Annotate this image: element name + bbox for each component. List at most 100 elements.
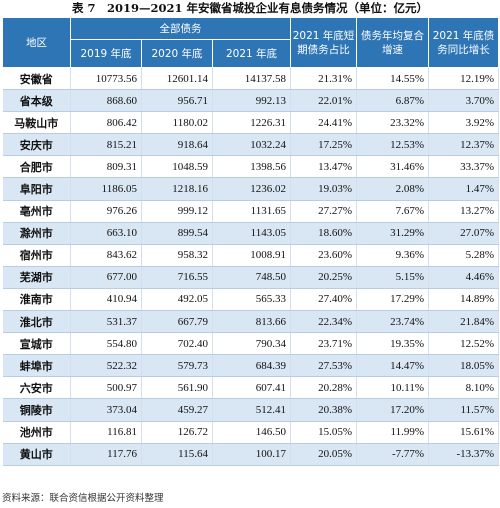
debt-2019-cell: 522.32 [70,354,142,378]
cagr-cell: 6.87% [356,89,430,113]
debt-2020-cell: 115.64 [141,443,213,466]
debt-2019-cell: 554.80 [70,332,142,356]
debt-2021-cell: 146.50 [212,421,292,444]
cagr-cell: 31.29% [356,222,430,245]
debt-2021-cell: 1008.91 [212,244,292,267]
debt-2020-cell: 579.73 [141,354,213,378]
table-row: 芜湖市 677.00 716.55 748.50 20.25% 5.15% 4.46% [2,266,500,289]
debt-2020-cell: 999.12 [141,200,213,223]
short-term-ratio-cell: 20.05% [290,443,358,466]
debt-2020-cell: 667.79 [141,310,213,334]
yoy-growth-cell: 1.47% [428,177,500,201]
cagr-cell: 14.47% [356,354,430,378]
region-cell: 淮南市 [2,288,71,312]
debt-2019-cell: 531.37 [70,310,142,334]
region-cell: 省本级 [2,89,71,113]
region-cell: 宿州市 [2,244,71,267]
yoy-growth-cell: 27.07% [428,222,500,245]
cagr-cell: 7.67% [356,200,430,223]
debt-2021-cell: 748.50 [212,266,292,289]
debt-2021-cell: 684.39 [212,354,292,378]
debt-2019-cell: 843.62 [70,244,142,267]
yoy-growth-cell: 8.10% [428,376,500,400]
yoy-growth-cell: 33.37% [428,155,500,179]
region-cell: 马鞍山市 [2,111,71,135]
cagr-cell: 10.11% [356,376,430,400]
table-row: 六安市 500.97 561.90 607.41 20.28% 10.11% 8.10% [2,376,500,400]
debt-2020-cell: 958.32 [141,244,213,267]
short-term-ratio-cell: 23.71% [290,332,358,356]
debt-2021-cell: 100.17 [212,443,292,466]
yoy-growth-cell: 3.92% [428,111,500,135]
debt-2019-cell: 410.94 [70,288,142,312]
region-cell: 安徽省 [2,67,71,91]
cagr-cell: 14.55% [356,67,430,91]
region-cell: 淮北市 [2,310,71,334]
short-term-ratio-cell: 20.25% [290,266,358,289]
debt-2020-cell: 459.27 [141,398,213,422]
debt-2020-cell: 702.40 [141,332,213,356]
debt-2021-cell: 1226.31 [212,111,292,135]
yoy-growth-cell: 4.46% [428,266,500,289]
debt-2020-cell: 492.05 [141,288,213,312]
short-term-ratio-cell: 21.31% [290,67,358,91]
yoy-growth-cell: 12.37% [428,133,500,157]
header-region: 地区 [2,17,71,68]
yoy-growth-cell: 12.19% [428,67,500,91]
debt-2021-cell: 1236.02 [212,177,292,201]
region-cell: 芜湖市 [2,266,71,289]
short-term-ratio-cell: 19.03% [290,177,358,201]
region-cell: 安庆市 [2,133,71,157]
region-cell: 池州市 [2,421,71,444]
region-cell: 宣城市 [2,332,71,356]
source-note: 资料来源：联合资信根据公开资料整理 [2,493,164,504]
region-cell: 蚌埠市 [2,354,71,378]
debt-2021-cell: 813.66 [212,310,292,334]
debt-2020-cell: 12601.14 [141,67,213,91]
debt-2019-cell: 976.26 [70,200,142,223]
region-cell: 六安市 [2,376,71,400]
debt-2019-cell: 806.42 [70,111,142,135]
yoy-growth-cell: -13.37% [428,443,500,466]
header-short-term-ratio: 2021 年底短期债务占比 [290,17,358,68]
debt-2020-cell: 1218.16 [141,177,213,201]
debt-table: 地区 全部债务 2021 年底短期债务占比 债务年均复合增速 2021 年底债务… [2,17,500,466]
short-term-ratio-cell: 20.38% [290,398,358,422]
table-row: 安庆市 815.21 918.64 1032.24 17.25% 12.53% 12.37% [2,133,500,157]
yoy-growth-cell: 13.27% [428,200,500,223]
debt-2021-cell: 992.13 [212,89,292,113]
region-cell: 铜陵市 [2,398,71,422]
short-term-ratio-cell: 20.28% [290,376,358,400]
region-cell: 黄山市 [2,443,71,466]
cagr-cell: 19.35% [356,332,430,356]
short-term-ratio-cell: 27.53% [290,354,358,378]
cagr-cell: 9.36% [356,244,430,267]
short-term-ratio-cell: 23.60% [290,244,358,267]
debt-2019-cell: 116.81 [70,421,142,444]
debt-2020-cell: 716.55 [141,266,213,289]
table-row: 宿州市 843.62 958.32 1008.91 23.60% 9.36% 5.28% [2,244,500,267]
table-row: 阜阳市 1186.05 1218.16 1236.02 19.03% 2.08% 1.47% [2,177,500,201]
header-2021: 2021 年底 [211,39,292,68]
debt-2019-cell: 815.21 [70,133,142,157]
region-cell: 阜阳市 [2,177,71,201]
debt-2021-cell: 512.41 [212,398,292,422]
yoy-growth-cell: 14.89% [428,288,500,312]
short-term-ratio-cell: 27.40% [290,288,358,312]
debt-2020-cell: 1048.59 [141,155,213,179]
debt-2021-cell: 14137.58 [212,67,292,91]
debt-2021-cell: 1143.05 [212,222,292,245]
debt-2020-cell: 126.72 [141,421,213,444]
table-row: 亳州市 976.26 999.12 1131.65 27.27% 7.67% 13.27% [2,200,500,223]
table-row: 铜陵市 373.04 459.27 512.41 20.38% 17.20% 11.57% [2,398,500,422]
debt-2019-cell: 677.00 [70,266,142,289]
debt-2021-cell: 565.33 [212,288,292,312]
debt-2019-cell: 663.10 [70,222,142,245]
short-term-ratio-cell: 27.27% [290,200,358,223]
debt-2021-cell: 1032.24 [212,133,292,157]
debt-2020-cell: 561.90 [141,376,213,400]
header-2019: 2019 年底 [70,39,142,68]
short-term-ratio-cell: 22.34% [290,310,358,334]
short-term-ratio-cell: 18.60% [290,222,358,245]
debt-2019-cell: 809.31 [70,155,142,179]
